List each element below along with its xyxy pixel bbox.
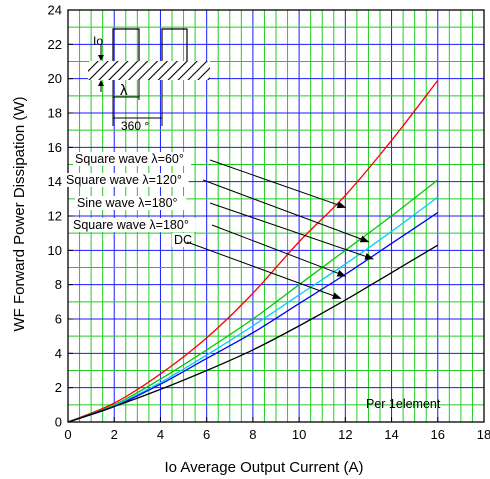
inset-pulse-1 [112, 28, 140, 61]
series-line-square-wave-180 [67, 212, 439, 423]
x-tick-label: 2 [111, 427, 118, 442]
series-line-square-wave-60 [67, 79, 439, 423]
inset-io-arrowhead-up [98, 80, 104, 86]
annotation-arrow [202, 179, 370, 243]
annotation-label-bg [73, 152, 191, 166]
x-tick-label: 18 [477, 427, 490, 442]
series-line-square-wave-120 [67, 179, 439, 423]
annotation-label: Square wave λ=120° [66, 173, 182, 187]
annotation-label: Sine wave λ=180° [77, 196, 178, 210]
inset-pulse-2 [161, 28, 188, 61]
annotation-label-bg [172, 233, 194, 247]
y-tick-label: 0 [55, 415, 62, 430]
per-element-note: Per 1element [366, 397, 441, 411]
annotation-label: DC [174, 233, 192, 247]
x-axis-label: Io Average Output Current (A) [165, 459, 364, 476]
x-tick-label: 4 [157, 427, 164, 442]
y-tick-label: 16 [48, 140, 62, 155]
y-tick-label: 12 [48, 209, 62, 224]
series-layer [67, 79, 439, 423]
y-tick-label: 22 [48, 37, 62, 52]
annotation-label-bg [71, 218, 196, 232]
y-tick-label: 20 [48, 71, 62, 86]
inset-io-label: Io [93, 34, 103, 48]
inset-period-label: 360 ° [121, 119, 149, 133]
y-tick-label: 14 [48, 174, 62, 189]
x-tick-label: 0 [64, 427, 71, 442]
annotation-label: Square wave λ=180° [73, 218, 189, 232]
y-tick-label: 8 [55, 277, 62, 292]
series-line-dc [67, 244, 439, 423]
annotation-arrow [209, 202, 375, 260]
y-tick-label: 4 [55, 346, 62, 361]
annotation-arrow [209, 159, 347, 209]
x-tick-label: 12 [338, 427, 352, 442]
x-tick-label: 10 [292, 427, 306, 442]
x-tick-label: 6 [203, 427, 210, 442]
series-line-sine-wave-180 [67, 196, 439, 423]
inset-io-arrowhead [98, 55, 104, 61]
y-tick-label: 18 [48, 106, 62, 121]
waveform-inset: Io λ 360 ° [88, 28, 210, 133]
y-tick-label: 10 [48, 243, 62, 258]
annotations: Square wave λ=60° Square wave λ=120° Sine … [64, 152, 375, 299]
annotation-arrow [186, 241, 342, 299]
x-tick-label: 14 [384, 427, 398, 442]
inset-hatched-band [88, 61, 210, 80]
y-tick-label: 24 [48, 3, 62, 18]
annotation-label-bg [64, 173, 189, 187]
inset-lambda-label: λ [120, 82, 128, 99]
y-tick-label: 6 [55, 312, 62, 327]
x-tick-label: 8 [249, 427, 256, 442]
y-axis-label: WF Forward Power Dissipation (W) [11, 96, 28, 331]
x-tick-label: 16 [431, 427, 445, 442]
annotation-arrow [211, 224, 347, 277]
annotation-label: Square wave λ=60° [75, 152, 184, 166]
y-tick-label: 2 [55, 380, 62, 395]
annotation-label-bg [75, 196, 187, 210]
